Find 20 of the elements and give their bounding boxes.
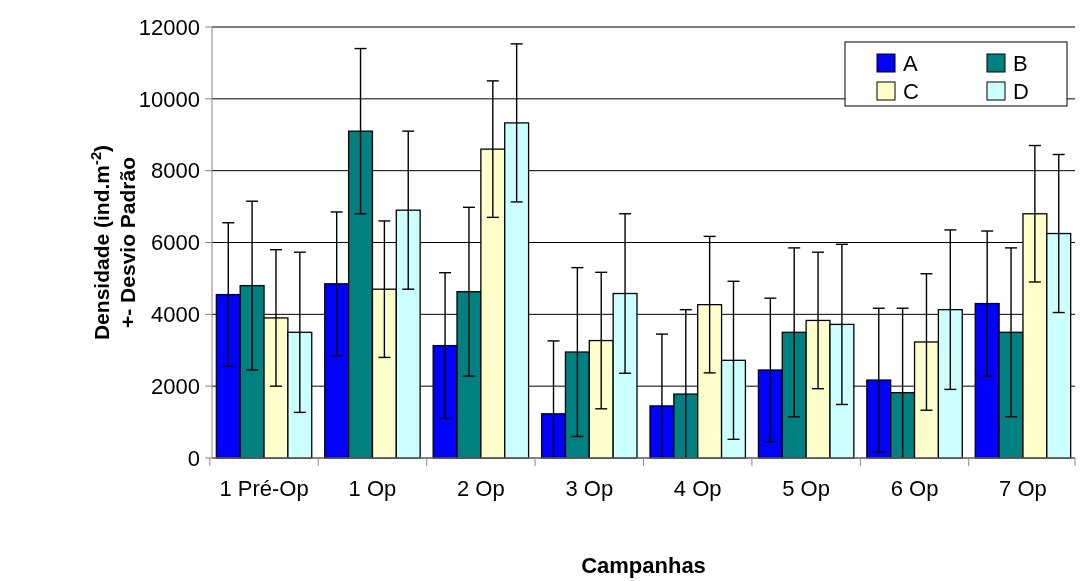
y-tick-label: 4000 xyxy=(151,302,200,328)
y-tick-label: 0 xyxy=(187,445,200,471)
legend-label: B xyxy=(1013,50,1028,76)
y-tick-label: 2000 xyxy=(151,373,200,399)
x-tick-label: 3 Op xyxy=(565,476,614,501)
legend-label: D xyxy=(1013,78,1029,104)
x-tick-label: 7 Op xyxy=(999,476,1047,501)
x-tick-label: 1 Pré-Op xyxy=(219,476,309,501)
legend-label: C xyxy=(903,78,919,104)
y-tick-label: 12000 xyxy=(138,14,200,40)
x-tick-label: 5 Op xyxy=(782,476,830,501)
x-tick-label: 6 Op xyxy=(890,476,939,501)
y-tick-label: 10000 xyxy=(138,86,200,112)
x-tick-label: 1 Op xyxy=(348,476,397,501)
legend-label: A xyxy=(903,50,918,76)
x-tick-label: 4 Op xyxy=(673,476,722,501)
y-tick-label: 8000 xyxy=(151,158,200,184)
x-tick-label: 2 Op xyxy=(457,476,505,501)
x-axis-title: Campanhas xyxy=(581,553,706,578)
y-tick-label: 6000 xyxy=(151,230,200,256)
